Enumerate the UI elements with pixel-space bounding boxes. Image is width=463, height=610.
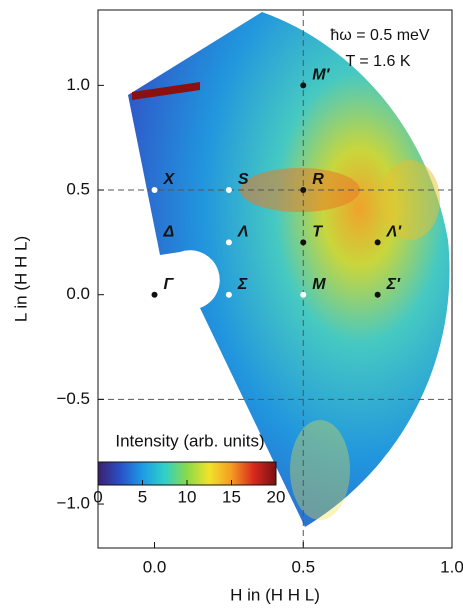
y-axis-label: L in (H H L): [11, 236, 30, 322]
y-tick-label: 0.5: [66, 180, 90, 199]
point-label: R: [312, 171, 324, 188]
point-label: M′: [312, 67, 330, 84]
annotation: ħω = 0.5 meV: [330, 27, 430, 44]
point: [300, 82, 307, 89]
point-label: Γ: [164, 276, 175, 293]
point-label: T: [312, 224, 323, 241]
point: [151, 187, 158, 194]
point-label: Δ: [163, 224, 175, 241]
intensity-map: [128, 12, 450, 527]
point-label: Λ′: [386, 224, 403, 241]
point-label: M: [312, 276, 326, 293]
point: [300, 291, 307, 298]
point: [300, 187, 307, 194]
y-tick-label: 0.0: [66, 284, 90, 303]
x-tick-label: 1.0: [440, 557, 463, 576]
point-label: Σ′: [386, 276, 401, 293]
colorbar-tick-label: 20: [267, 487, 286, 506]
y-tick-label: −1.0: [56, 494, 90, 513]
x-tick-label: 0.5: [291, 557, 315, 576]
colorbar-tick-label: 5: [138, 487, 147, 506]
plot-frame: [97, 9, 453, 549]
point: [151, 239, 158, 246]
x-tick-label: 0.0: [143, 557, 167, 576]
point-label: Λ: [237, 224, 249, 241]
colorbar-tick-label: 10: [178, 487, 197, 506]
y-tick-label: 1.0: [66, 75, 90, 94]
point-label: Σ: [237, 276, 248, 293]
colorbar-title: Intensity (arb. units): [115, 431, 264, 450]
point-label: S: [238, 171, 249, 188]
annotation: T = 1.6 K: [345, 53, 410, 70]
y-tick-label: −0.5: [56, 389, 90, 408]
point: [300, 239, 307, 246]
point: [225, 187, 232, 194]
point: [374, 291, 381, 298]
point: [225, 239, 232, 246]
x-axis-label: H in (H H L): [230, 585, 320, 604]
point: [374, 239, 381, 246]
point: [225, 291, 232, 298]
point-label: X: [163, 171, 176, 188]
point: [151, 291, 158, 298]
colorbar-tick-label: 15: [222, 487, 241, 506]
colorbar-tick-label: 0: [93, 487, 102, 506]
